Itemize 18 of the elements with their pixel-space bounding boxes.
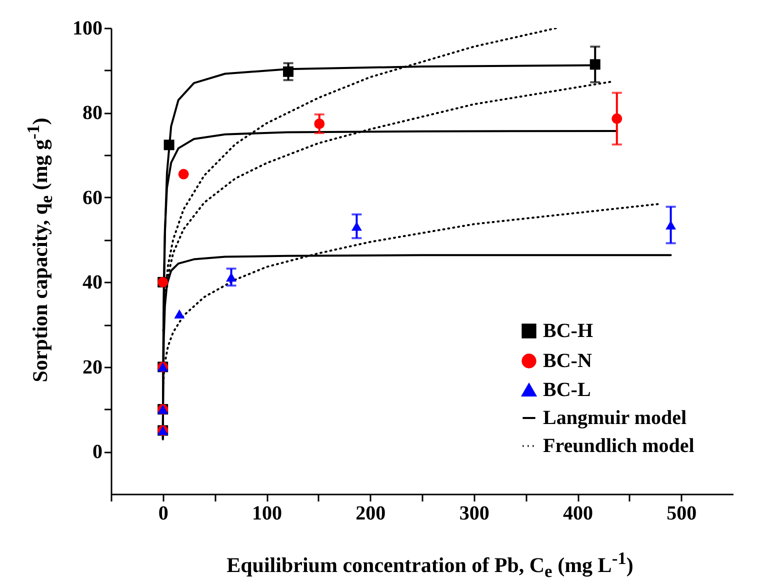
x-tick-label: 400 — [563, 502, 593, 524]
y-tick-label: 0 — [92, 441, 102, 464]
x-axis-title: Equilibrium concentration of Pb, C$_{e}$ (mg L$^{-1}$) — [226, 548, 634, 582]
y-tick-label: 60 — [82, 186, 102, 209]
x-tick-label: 100 — [252, 502, 282, 524]
y-tick-label: 80 — [82, 102, 102, 124]
y-tick-label: 40 — [82, 272, 102, 294]
legend-label: Langmuir model — [543, 407, 687, 429]
x-tick-label: 0 — [158, 502, 168, 524]
legend-label: BC-N — [543, 350, 592, 372]
y-tick-label: 20 — [82, 356, 102, 378]
x-tick-label: 300 — [459, 502, 490, 524]
y-tick-label: 100 — [72, 18, 102, 40]
legend-label: BC-L — [543, 379, 591, 401]
legend-label: Freundlich model — [543, 435, 695, 457]
x-tick-label: 500 — [666, 502, 697, 524]
x-tick-label: 200 — [356, 502, 386, 524]
legend-label: BC-H — [543, 320, 594, 342]
